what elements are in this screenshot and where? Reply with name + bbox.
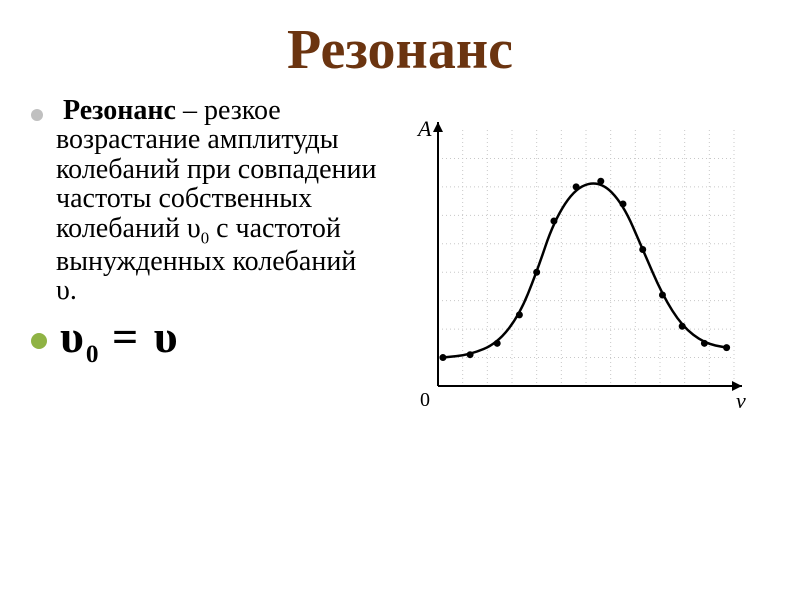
- svg-text:ν: ν: [736, 388, 746, 413]
- text-column: Резонанс – резкое возрастание амплитуды …: [30, 96, 390, 373]
- formula-text: υ0 = υ: [60, 310, 180, 369]
- definition-item: Резонанс – резкое возрастание амплитуды …: [30, 96, 380, 306]
- formula-item: υ0 = υ: [30, 310, 380, 369]
- chart-column: Aν 0: [390, 96, 770, 416]
- resonance-chart: Aν 0: [400, 116, 760, 416]
- svg-text:0: 0: [420, 389, 430, 411]
- content-row: Резонанс – резкое возрастание амплитуды …: [0, 82, 800, 416]
- def-span: Резонанс – резкое возрастание амплитуды …: [56, 95, 377, 306]
- bullet-icon: [30, 108, 44, 122]
- svg-text:A: A: [416, 116, 432, 141]
- definition-text: Резонанс – резкое возрастание амплитуды …: [56, 96, 380, 306]
- bullet-icon: [30, 332, 48, 350]
- slide-title: Резонанс: [0, 0, 800, 82]
